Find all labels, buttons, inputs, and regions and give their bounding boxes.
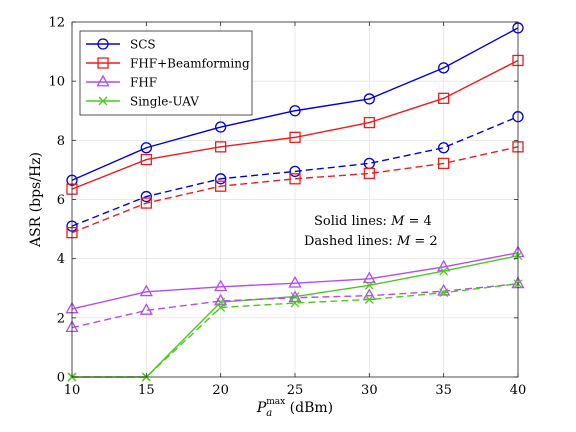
series-line xyxy=(71,116,519,227)
circle-marker xyxy=(289,105,301,117)
x-marker xyxy=(290,292,300,301)
triangle-marker xyxy=(139,303,153,315)
legend-label: Single-UAV xyxy=(130,95,199,109)
square-marker xyxy=(289,131,301,144)
triangle-marker xyxy=(139,284,153,297)
x-marker xyxy=(364,280,374,290)
circle-marker xyxy=(140,142,152,154)
legend-item: SCS xyxy=(86,38,156,52)
square-marker xyxy=(215,141,227,153)
legend: SCS FHF+Beamforming FHF Single-UAV xyxy=(79,30,253,116)
series-line xyxy=(71,59,519,190)
circle-marker xyxy=(289,165,301,178)
series-line xyxy=(71,252,519,310)
x-tick-label: 30 xyxy=(361,383,378,398)
series-solid-circle xyxy=(66,22,524,186)
square-marker xyxy=(438,157,450,170)
square-marker xyxy=(140,153,152,166)
triangle-marker xyxy=(362,271,376,284)
x-marker-stroke xyxy=(290,292,300,301)
series-layer xyxy=(65,22,525,382)
legend-label: FHF xyxy=(130,76,157,90)
square-marker xyxy=(215,180,227,192)
triangle-marker xyxy=(96,74,110,87)
y-tick-label: 0 xyxy=(57,371,65,386)
legend-item: Single-UAV xyxy=(86,95,199,109)
series-line xyxy=(71,27,519,181)
x-tick-label: 25 xyxy=(287,383,304,398)
square-marker xyxy=(289,173,301,185)
x-marker xyxy=(439,266,449,276)
y-tick-label: 6 xyxy=(57,193,65,208)
square-marker xyxy=(140,197,152,209)
x-marker-stroke xyxy=(216,303,226,312)
legend-label: SCS xyxy=(130,38,156,52)
x-marker-stroke xyxy=(364,295,374,304)
square-marker xyxy=(363,116,375,129)
square-marker xyxy=(438,92,450,104)
triangle-marker xyxy=(214,293,228,306)
x-marker xyxy=(364,295,374,304)
x-tick-label: 40 xyxy=(510,383,527,398)
circle-marker xyxy=(363,93,375,105)
x-tick-label: 20 xyxy=(212,383,229,398)
y-tick-label: 10 xyxy=(48,75,65,90)
x-tick-label: 10 xyxy=(64,383,81,398)
circle-marker xyxy=(438,142,450,154)
x-marker-stroke xyxy=(439,266,449,276)
x-tick-label: 35 xyxy=(435,383,452,398)
legend-label: FHF+Beamforming xyxy=(130,57,250,71)
y-tick-label: 2 xyxy=(57,311,65,326)
legend-item: FHF+Beamforming xyxy=(86,57,250,71)
square-marker xyxy=(97,57,109,69)
circle-marker xyxy=(438,62,450,74)
circle-marker xyxy=(215,173,227,185)
y-tick-label: 8 xyxy=(57,134,65,149)
x-marker-stroke xyxy=(98,96,108,106)
triangle-marker xyxy=(288,290,302,303)
x-axis-label: Pamax (dBm) xyxy=(256,397,333,419)
series-line xyxy=(71,146,519,234)
y-tick-label: 4 xyxy=(57,252,65,267)
x-marker xyxy=(98,96,108,106)
series-line xyxy=(71,283,519,329)
x-marker xyxy=(290,298,300,308)
circle-marker xyxy=(97,38,109,50)
ticks: 10 15 20 25 30 35 40 0 2 4 6 8 10 12 xyxy=(48,16,526,399)
x-marker-stroke xyxy=(439,288,449,298)
y-axis-label: ASR (bps/Hz) xyxy=(28,152,44,248)
y-tick-label: 12 xyxy=(48,16,65,31)
circle-marker xyxy=(215,121,227,133)
x-marker-stroke xyxy=(364,280,374,290)
circle-marker xyxy=(140,190,152,203)
annotation-dashed-lines: Dashed lines: M = 2 xyxy=(304,234,438,249)
annotation-solid-lines: Solid lines: M = 4 xyxy=(314,214,432,229)
x-marker-stroke xyxy=(290,298,300,308)
legend-item: FHF xyxy=(86,74,157,90)
triangle-marker xyxy=(214,279,228,292)
x-marker xyxy=(216,303,226,312)
square-marker xyxy=(363,167,375,180)
x-tick-label: 15 xyxy=(138,383,155,398)
x-marker xyxy=(439,288,449,298)
triangle-marker xyxy=(288,275,302,288)
